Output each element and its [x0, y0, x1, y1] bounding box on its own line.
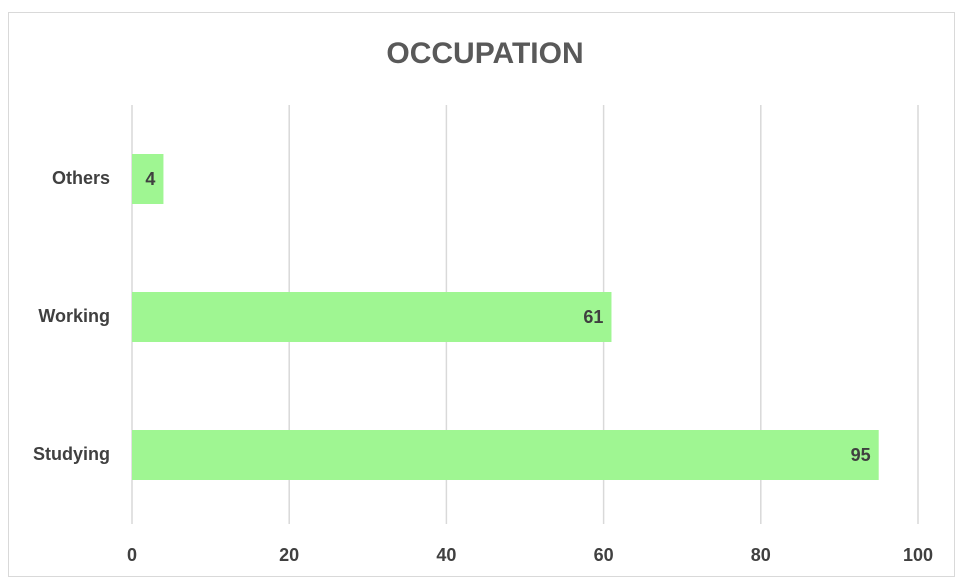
data-label: 4	[145, 169, 155, 189]
y-tick-label: Working	[38, 306, 110, 326]
bar	[132, 430, 879, 480]
bar	[132, 292, 612, 342]
x-tick-label: 60	[594, 545, 614, 565]
x-tick-label: 20	[279, 545, 299, 565]
data-label: 95	[851, 445, 871, 465]
x-tick-label: 80	[751, 545, 771, 565]
y-tick-label: Studying	[33, 444, 110, 464]
x-tick-label: 40	[436, 545, 456, 565]
x-tick-label: 100	[903, 545, 933, 565]
bar	[132, 154, 164, 204]
y-tick-label: Others	[52, 168, 110, 188]
data-label: 61	[583, 307, 603, 327]
x-tick-label: 0	[127, 545, 137, 565]
chart-title: OCCUPATION	[386, 37, 583, 70]
